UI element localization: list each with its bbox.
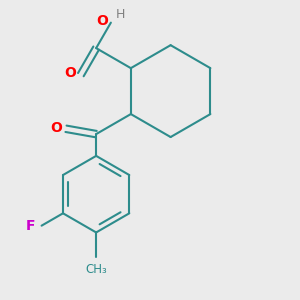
Text: F: F (26, 219, 36, 233)
Text: H: H (116, 8, 125, 21)
Text: O: O (97, 14, 109, 28)
Text: CH₃: CH₃ (85, 263, 107, 276)
Text: O: O (51, 121, 62, 135)
Text: O: O (64, 67, 76, 80)
